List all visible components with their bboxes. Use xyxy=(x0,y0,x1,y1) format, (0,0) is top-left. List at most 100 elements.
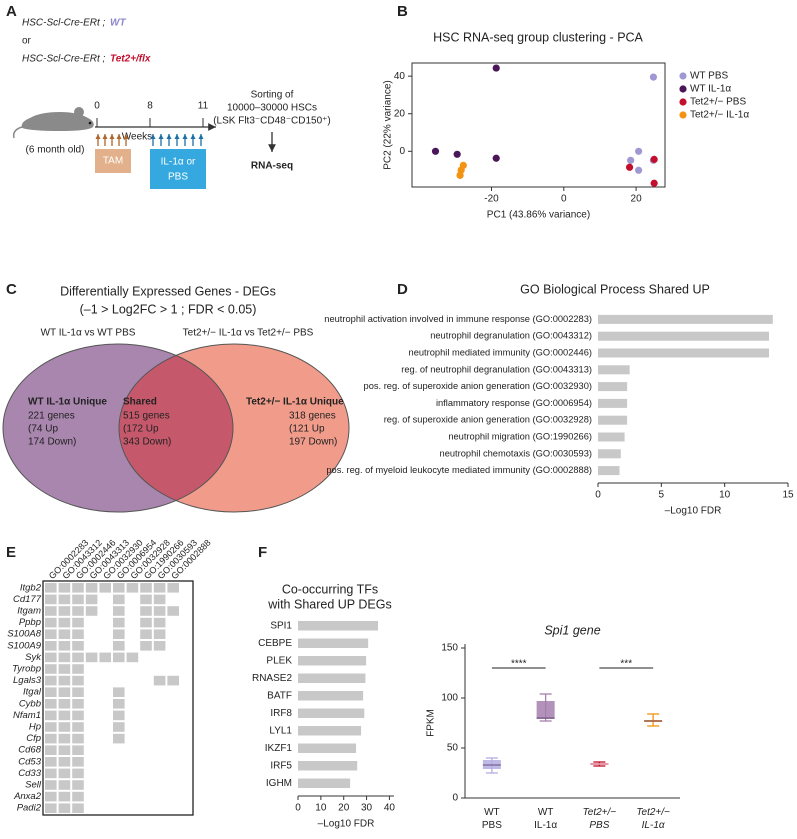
cell xyxy=(85,594,98,605)
cell xyxy=(72,629,84,639)
cell xyxy=(167,652,179,663)
x-tick-label: Tet2+/− IL-1α xyxy=(636,807,670,831)
y-tick-label: 0 xyxy=(452,793,458,804)
category-label: SPI1 xyxy=(270,620,292,631)
bar xyxy=(598,415,628,425)
cell xyxy=(72,757,84,767)
row-label: Cfp xyxy=(26,733,41,744)
cell xyxy=(58,803,71,813)
cell xyxy=(99,583,111,593)
cell xyxy=(126,629,139,639)
bar xyxy=(598,314,773,324)
cell xyxy=(45,687,57,697)
cell xyxy=(113,780,125,790)
cell xyxy=(167,699,179,709)
cell xyxy=(85,606,98,616)
row-label: Cybb xyxy=(19,698,41,709)
venn-text: Shared xyxy=(123,397,157,408)
data-point xyxy=(650,179,658,187)
cell xyxy=(153,710,166,721)
cell xyxy=(140,617,152,628)
cell xyxy=(72,722,84,732)
cell xyxy=(140,594,152,605)
category-label: pos. reg. of superoxide anion generation… xyxy=(364,381,592,391)
cell xyxy=(153,768,166,779)
data-point xyxy=(453,150,461,158)
cell xyxy=(85,745,98,755)
cell xyxy=(113,641,125,651)
cell xyxy=(45,768,57,779)
cell xyxy=(45,617,57,628)
cell xyxy=(167,768,179,779)
y-tick-label: 40 xyxy=(394,71,406,82)
cell xyxy=(72,594,84,605)
tam-box xyxy=(95,149,131,173)
x-tick-label: Tet2+/− PBS xyxy=(583,807,617,831)
venn-text: 318 genes xyxy=(289,411,336,422)
data-point xyxy=(649,73,658,81)
cell xyxy=(99,675,111,686)
cell xyxy=(45,803,57,813)
venn-text: Tet2+/− IL-1α Unique xyxy=(246,397,344,408)
x-tick-label: 20 xyxy=(631,194,643,205)
cell xyxy=(45,641,57,651)
box xyxy=(536,701,555,719)
cell xyxy=(167,641,179,651)
cell xyxy=(58,745,71,755)
venn-text: 221 genes xyxy=(28,411,75,422)
cell xyxy=(99,629,111,639)
bar xyxy=(298,691,364,701)
x-tick-label: 20 xyxy=(338,803,350,814)
bar xyxy=(298,621,378,631)
panel-label: F xyxy=(258,544,267,561)
cell xyxy=(85,768,98,779)
cell xyxy=(126,803,139,813)
cell xyxy=(153,629,166,639)
genotype-wt: WT xyxy=(110,18,126,29)
category-label: reg. of superoxide anion generation (GO:… xyxy=(384,415,592,425)
venn-title: Differentially Expressed Genes - DEGs xyxy=(60,284,276,298)
significance-label: *** xyxy=(620,659,632,670)
cell xyxy=(99,757,111,767)
heatmap-frame xyxy=(42,580,194,816)
mouse-age: (6 month old) xyxy=(26,145,85,156)
treatment-box xyxy=(150,149,206,189)
cell xyxy=(126,757,139,767)
cell xyxy=(153,757,166,767)
or-text: or xyxy=(22,36,32,47)
cell xyxy=(113,745,125,755)
data-point xyxy=(627,156,635,164)
cell xyxy=(167,583,179,593)
cell xyxy=(126,710,139,721)
cell xyxy=(113,617,125,628)
cell xyxy=(99,710,111,721)
cell xyxy=(72,617,84,628)
cell xyxy=(45,594,57,605)
bar xyxy=(298,638,369,648)
cell xyxy=(45,791,57,802)
cell xyxy=(153,617,166,628)
cell xyxy=(153,745,166,755)
category-label: IRF5 xyxy=(270,760,292,771)
cell xyxy=(126,699,139,709)
data-point xyxy=(492,154,500,162)
y-tick-label: 50 xyxy=(447,743,459,754)
sorting-text: (LSK Flt3⁻CD48⁻CD150⁺) xyxy=(213,116,331,127)
cell xyxy=(113,664,125,674)
bar xyxy=(298,656,367,666)
cell xyxy=(153,583,166,593)
cell xyxy=(140,791,152,802)
cell xyxy=(45,780,57,790)
cell xyxy=(85,687,98,697)
mouse-icon xyxy=(12,107,94,139)
timepoint: 11 xyxy=(198,101,209,112)
cell xyxy=(72,768,84,779)
cell xyxy=(113,606,125,616)
cell xyxy=(85,722,98,732)
row-label: Itgal xyxy=(23,687,42,698)
bar xyxy=(598,432,625,442)
y-axis-label: PC2 (22% variance) xyxy=(383,80,394,169)
category-label: PLEK xyxy=(266,655,292,666)
bar xyxy=(298,726,362,736)
